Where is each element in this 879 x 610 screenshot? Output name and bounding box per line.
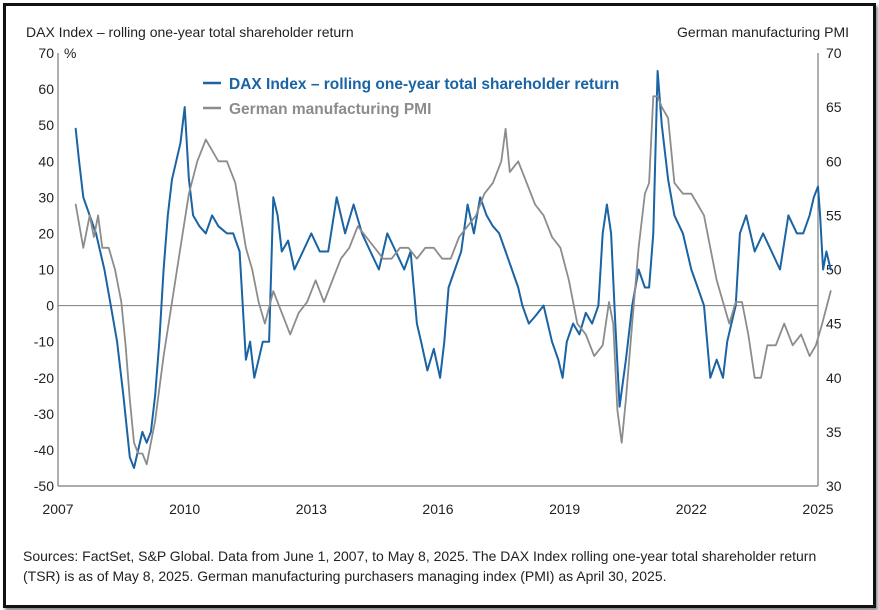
- right-tick-label: 65: [826, 99, 842, 115]
- legend-label-pmi: German manufacturing PMI: [229, 101, 431, 118]
- right-tick-label: 30: [826, 478, 842, 494]
- left-tick-label: 50: [38, 117, 54, 133]
- left-tick-label: 40: [38, 153, 54, 169]
- legend-label-dax: DAX Index – rolling one-year total share…: [229, 76, 619, 93]
- right-tick-label: 40: [826, 370, 842, 386]
- right-tick-label: 70: [826, 45, 842, 61]
- right-tick-label: 45: [826, 316, 842, 332]
- right-tick-label: 60: [826, 153, 842, 169]
- left-tick-label: -30: [34, 406, 54, 422]
- dax-tsr-line: [74, 70, 832, 469]
- x-tick-label: 2022: [676, 501, 707, 517]
- x-tick-label: 2019: [549, 501, 580, 517]
- sources-footnote: Sources: FactSet, S&P Global. Data from …: [23, 548, 817, 584]
- pmi-line: [74, 95, 832, 466]
- left-tick-label: 10: [38, 262, 54, 278]
- left-tick-label: 30: [38, 189, 54, 205]
- left-tick-label: 0: [46, 298, 54, 314]
- right-axis-title: German manufacturing PMI: [677, 24, 849, 40]
- left-tick-label: -40: [34, 442, 54, 458]
- x-tick-label: 2007: [42, 501, 73, 517]
- left-axis-unit: %: [64, 45, 76, 61]
- left-tick-label: -20: [34, 370, 54, 386]
- left-tick-label: 60: [38, 81, 54, 97]
- right-tick-label: 35: [826, 424, 842, 440]
- x-tick-label: 2016: [422, 501, 453, 517]
- left-axis-title: DAX Index – rolling one-year total share…: [26, 24, 354, 40]
- left-tick-label: 70: [38, 45, 54, 61]
- left-tick-label: 20: [38, 225, 54, 241]
- left-tick-label: -50: [34, 478, 54, 494]
- x-tick-label: 2013: [296, 501, 327, 517]
- x-tick-label: 2010: [169, 501, 200, 517]
- right-tick-label: 55: [826, 207, 842, 223]
- x-tick-label: 2025: [802, 501, 833, 517]
- left-tick-label: -10: [34, 334, 54, 350]
